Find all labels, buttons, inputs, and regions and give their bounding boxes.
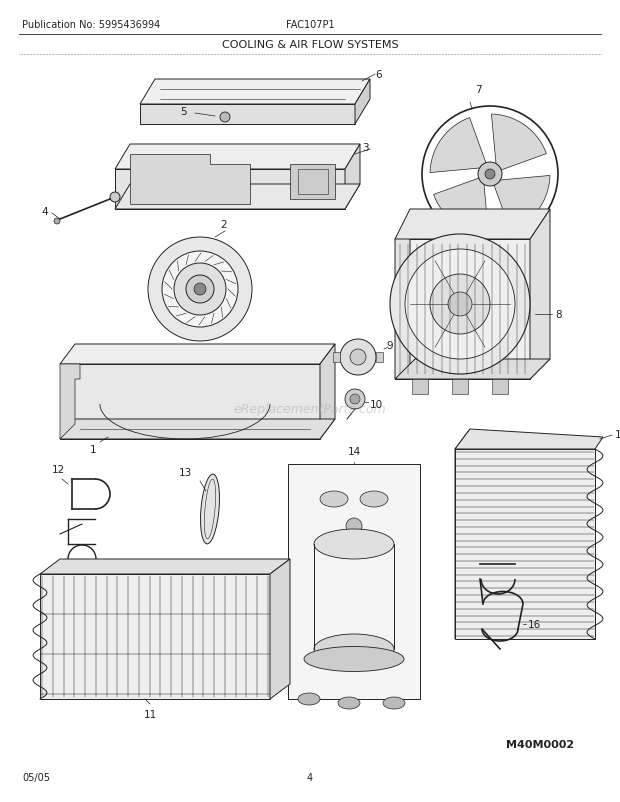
Ellipse shape	[314, 634, 394, 664]
Circle shape	[194, 284, 206, 296]
Circle shape	[340, 339, 376, 375]
Text: 4: 4	[42, 207, 48, 217]
Ellipse shape	[304, 646, 404, 671]
Polygon shape	[455, 449, 595, 639]
Circle shape	[478, 163, 502, 187]
Polygon shape	[320, 345, 335, 439]
Circle shape	[485, 170, 495, 180]
Polygon shape	[40, 574, 270, 699]
Text: 6: 6	[375, 70, 382, 80]
Polygon shape	[60, 365, 80, 439]
Text: FAC107P1: FAC107P1	[286, 20, 334, 30]
Circle shape	[350, 350, 366, 366]
Polygon shape	[40, 559, 290, 574]
Ellipse shape	[314, 529, 394, 559]
Circle shape	[148, 237, 252, 342]
Polygon shape	[115, 145, 360, 170]
Text: 13: 13	[179, 468, 192, 477]
Polygon shape	[452, 379, 468, 395]
Polygon shape	[430, 119, 486, 173]
Text: 3: 3	[362, 143, 369, 153]
Circle shape	[54, 219, 60, 225]
Ellipse shape	[383, 697, 405, 709]
Ellipse shape	[298, 693, 320, 705]
Polygon shape	[270, 559, 290, 699]
Polygon shape	[60, 345, 335, 365]
Polygon shape	[115, 184, 360, 210]
Polygon shape	[140, 105, 355, 125]
Text: 5: 5	[180, 107, 187, 117]
Circle shape	[110, 192, 120, 203]
Ellipse shape	[338, 697, 360, 709]
Polygon shape	[333, 353, 340, 363]
Text: 05/05: 05/05	[22, 772, 50, 782]
Polygon shape	[395, 359, 550, 379]
Circle shape	[448, 293, 472, 317]
Text: 16: 16	[528, 619, 541, 630]
Polygon shape	[60, 365, 320, 439]
Circle shape	[174, 264, 226, 316]
Text: 12: 12	[52, 464, 65, 475]
Polygon shape	[433, 179, 489, 235]
Polygon shape	[492, 115, 546, 171]
Text: 10: 10	[370, 399, 383, 410]
Circle shape	[162, 252, 238, 327]
Polygon shape	[140, 80, 370, 105]
Ellipse shape	[360, 492, 388, 508]
Polygon shape	[345, 145, 360, 210]
Polygon shape	[395, 220, 410, 379]
Text: 7: 7	[475, 85, 482, 95]
Circle shape	[430, 274, 490, 334]
Text: 14: 14	[347, 447, 361, 456]
Polygon shape	[494, 176, 550, 231]
Text: COOLING & AIR FLOW SYSTEMS: COOLING & AIR FLOW SYSTEMS	[222, 40, 398, 50]
Circle shape	[405, 249, 515, 359]
Text: 9: 9	[386, 341, 392, 350]
Polygon shape	[130, 155, 250, 205]
Polygon shape	[60, 419, 335, 439]
Circle shape	[390, 235, 530, 375]
Polygon shape	[115, 170, 345, 210]
Text: 15: 15	[615, 429, 620, 439]
Text: eReplacementParts.com: eReplacementParts.com	[234, 403, 386, 416]
Circle shape	[345, 390, 365, 410]
Circle shape	[220, 113, 230, 123]
Ellipse shape	[320, 492, 348, 508]
Ellipse shape	[200, 475, 219, 545]
Text: 4: 4	[307, 772, 313, 782]
Text: 2: 2	[220, 220, 227, 229]
Polygon shape	[290, 164, 335, 200]
Polygon shape	[455, 429, 470, 639]
Text: 11: 11	[143, 709, 157, 719]
Text: 8: 8	[555, 310, 562, 320]
Polygon shape	[395, 240, 530, 379]
Polygon shape	[455, 429, 603, 449]
Text: 1: 1	[90, 444, 97, 455]
Polygon shape	[412, 379, 428, 395]
Polygon shape	[395, 210, 550, 240]
Polygon shape	[376, 353, 383, 363]
Polygon shape	[355, 80, 370, 125]
Circle shape	[346, 518, 362, 534]
Polygon shape	[530, 210, 550, 379]
Text: M40M0002: M40M0002	[506, 739, 574, 749]
Circle shape	[350, 395, 360, 404]
Polygon shape	[288, 464, 420, 699]
Polygon shape	[492, 379, 508, 395]
Circle shape	[186, 276, 214, 304]
Text: Publication No: 5995436994: Publication No: 5995436994	[22, 20, 160, 30]
